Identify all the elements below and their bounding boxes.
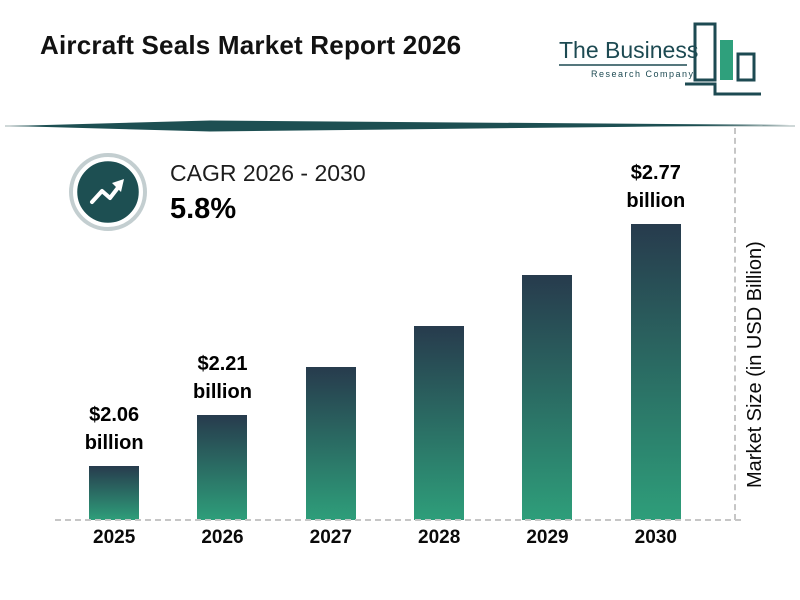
bar-2027	[305, 367, 356, 520]
x-axis-line	[55, 519, 741, 521]
bar-group-2028	[385, 140, 493, 520]
company-logo: The Business Research Company	[559, 22, 761, 96]
x-axis-labels: 2025 2026 2027 2028 2029 2030	[60, 527, 710, 549]
bar-value-label-line: billion	[193, 381, 252, 403]
bar-group-2029	[493, 140, 601, 520]
page-title: Aircraft Seals Market Report 2026	[40, 30, 462, 60]
x-tick-2026: 2026	[201, 527, 244, 548]
x-tick-2030: 2030	[634, 527, 677, 548]
x-tick-2028: 2028	[418, 527, 461, 548]
bar-value-label-2026: $2.21 billion	[193, 350, 252, 406]
logo-text-line2: Research Company	[591, 69, 695, 79]
cagr-block: CAGR 2026 - 2030 5.8%	[68, 152, 366, 232]
bar-2030	[630, 224, 681, 520]
bar-group-2025: $2.06 billion	[60, 140, 168, 520]
right-axis-line	[734, 128, 736, 520]
bar-value-label-line: billion	[626, 190, 686, 212]
bar-value-label-2025: $2.06 billion	[85, 401, 144, 457]
bar-2029	[522, 275, 573, 520]
bar-value-label-2030: $2.77 billion	[626, 159, 685, 215]
trend-up-icon	[69, 153, 147, 231]
bar-value-label-line: $2.77	[630, 162, 681, 184]
bar-value-label-line: $2.21	[197, 353, 248, 375]
x-tick-2027: 2027	[309, 527, 352, 548]
logo-text-line1: The Business	[559, 37, 698, 63]
cagr-value: 5.8%	[170, 193, 237, 225]
x-tick-2029: 2029	[526, 527, 569, 548]
bar-2026	[197, 415, 248, 520]
cagr-label: CAGR 2026 - 2030	[170, 160, 366, 186]
bar-value-label-line: $2.06	[89, 404, 140, 426]
y-axis-label: Market Size (in USD Billion)	[744, 241, 766, 489]
x-tick-2025: 2025	[93, 527, 136, 548]
bar-2025	[89, 466, 140, 520]
bar-2028	[414, 326, 465, 520]
bar-group-2027	[277, 140, 385, 520]
bar-value-label-line: billion	[84, 432, 144, 454]
logo-bars-icon	[685, 22, 761, 96]
header-divider	[5, 120, 795, 132]
bar-group-2030: $2.77 billion	[602, 140, 710, 520]
plot-area: $2.06 billion $2.21 billion $2.77 billion	[60, 140, 710, 520]
bar-group-2026: $2.21 billion	[168, 140, 276, 520]
